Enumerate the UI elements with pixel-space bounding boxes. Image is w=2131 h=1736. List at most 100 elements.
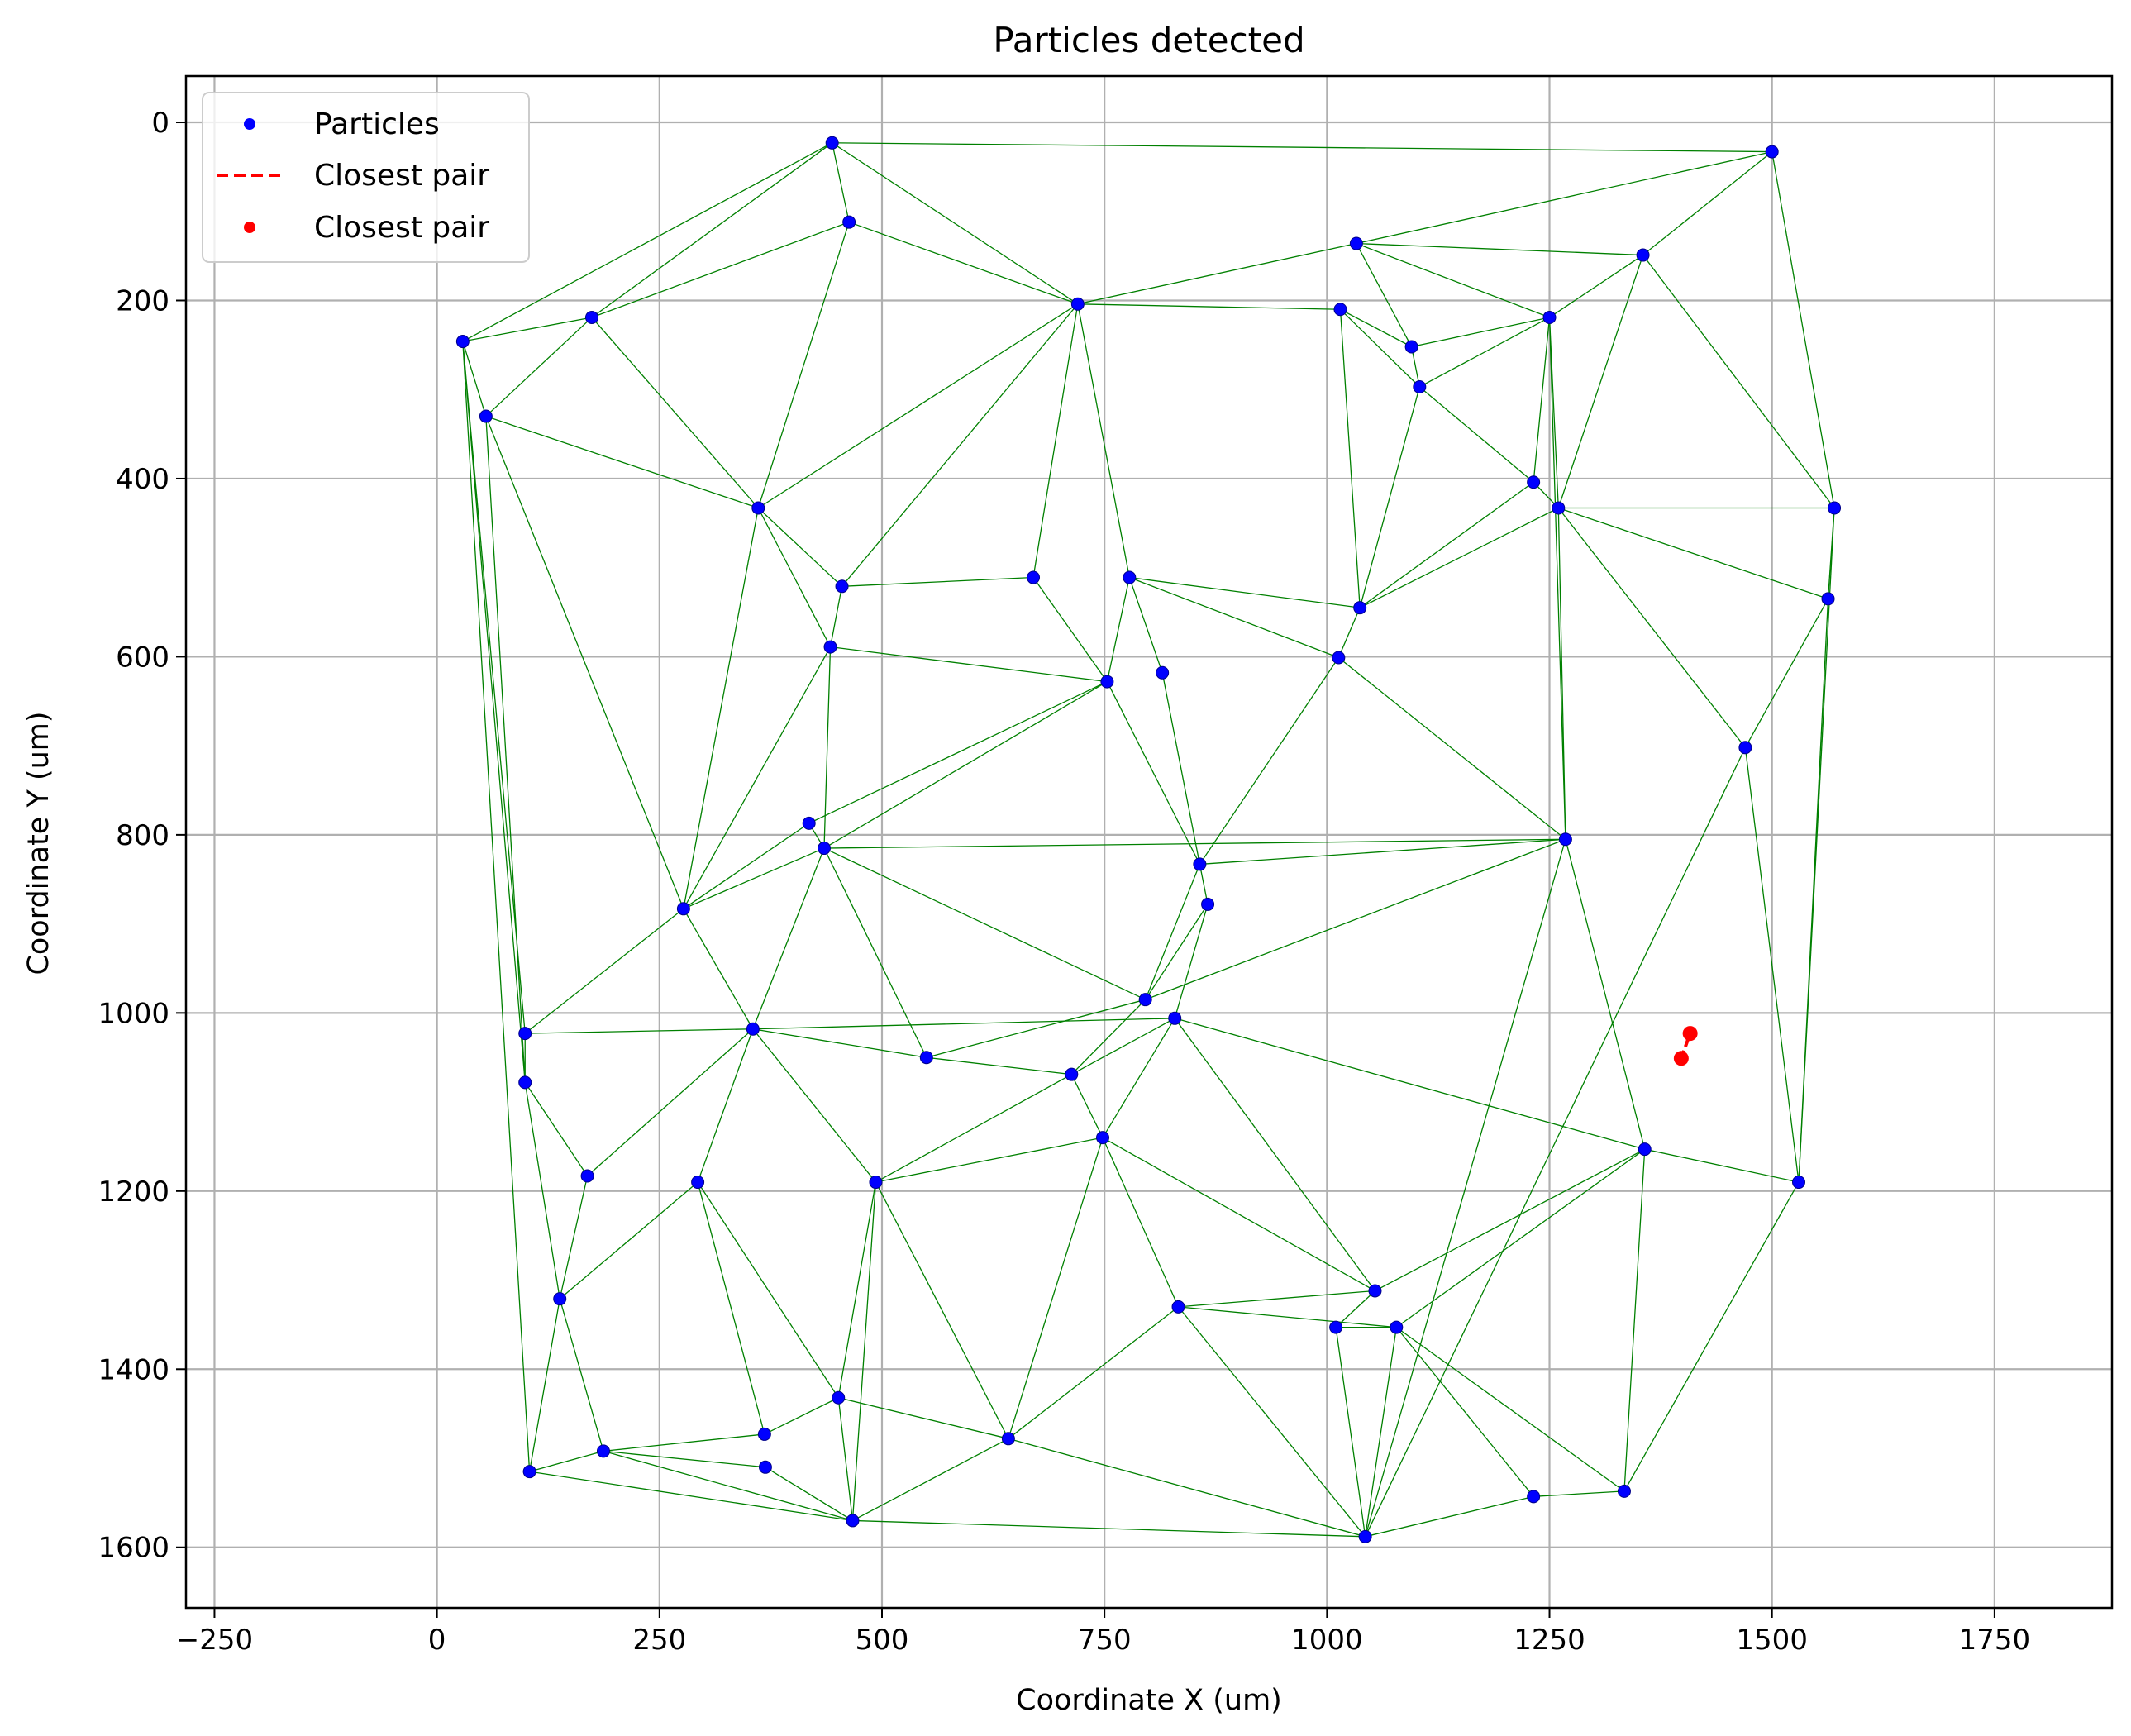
triangulation-edge — [1557, 255, 1644, 508]
legend: Particles Closest pair Closest pair — [202, 92, 530, 263]
triangulation-edge — [485, 415, 759, 509]
triangulation-edge — [875, 1181, 1009, 1439]
particle-point — [1332, 651, 1346, 665]
particle-point — [1333, 303, 1347, 317]
triangulation-edge — [1549, 255, 1643, 318]
triangulation-edge — [841, 576, 1034, 587]
particle-point — [1527, 475, 1541, 489]
triangulation-edge — [591, 142, 833, 318]
triangulation-edge — [1565, 839, 1646, 1150]
triangulation-edge — [462, 341, 487, 417]
triangulation-edge — [752, 1018, 1175, 1030]
triangulation-edge — [683, 908, 754, 1030]
triangulation-edge — [823, 847, 927, 1058]
y-tick-label: 1200 — [98, 1176, 169, 1209]
triangulation-edge — [1340, 308, 1420, 388]
particle-point — [1828, 501, 1842, 515]
triangulation-edge — [1359, 481, 1534, 608]
triangulation-edge — [697, 1028, 754, 1183]
x-tick-label: −250 — [176, 1624, 253, 1657]
triangulation-edge — [1623, 1149, 1646, 1491]
particle-point — [835, 579, 849, 594]
triangulation-edge — [752, 1028, 927, 1058]
triangulation-edge — [1129, 576, 1339, 659]
x-tick-label: 1750 — [1959, 1624, 2031, 1657]
triangulation-edge — [485, 416, 526, 1083]
triangulation-edge — [1339, 309, 1361, 608]
triangulation-edge — [1077, 303, 1341, 310]
triangulation-edge — [697, 1181, 839, 1399]
particle-point — [1821, 592, 1835, 606]
triangulation-edge — [1395, 1327, 1534, 1497]
triangulation-edge — [462, 142, 832, 342]
triangulation-edge — [1364, 1327, 1397, 1537]
triangulation-edge — [529, 1471, 853, 1522]
triangulation-edge — [1199, 657, 1339, 865]
particle-point — [1070, 297, 1085, 311]
particle-point — [1001, 1432, 1015, 1446]
y-tick-label: 200 — [116, 284, 169, 317]
triangulation-edge — [875, 1137, 1104, 1183]
y-tick-label: 600 — [116, 641, 169, 674]
x-axis-label: Coordinate X (um) — [1016, 1684, 1282, 1717]
triangulation-edge — [1032, 577, 1108, 682]
triangulation-edge — [525, 1028, 753, 1034]
closest-pair — [1673, 1026, 1698, 1066]
triangulation-edge — [1178, 1290, 1375, 1308]
y-tick-label: 1400 — [98, 1353, 169, 1386]
triangulation-edge — [1533, 1490, 1625, 1497]
triangulation-edge — [1145, 838, 1566, 1000]
particle-point — [846, 1514, 860, 1528]
particle-point — [1738, 741, 1752, 755]
triangulation-edge — [1644, 1148, 1800, 1183]
triangulation-edge — [697, 1181, 765, 1435]
triangulation-edge — [832, 142, 1079, 305]
particle-point — [832, 1390, 846, 1405]
triangulation-edge — [1145, 864, 1200, 1000]
triangulation-edge — [1070, 999, 1147, 1075]
triangulation-edge — [1395, 1148, 1646, 1328]
particle-point — [584, 310, 598, 324]
triangulation-edge — [559, 1181, 698, 1300]
particle-point — [1096, 1131, 1110, 1145]
particle-point — [1404, 340, 1418, 354]
y-tick-label: 0 — [151, 107, 169, 140]
triangulation-edge — [1642, 151, 1773, 256]
triangulation-edge — [838, 1397, 1009, 1439]
triangulation-edge — [1008, 1438, 1366, 1538]
x-tick-label: 1000 — [1291, 1624, 1363, 1657]
particle-point — [1791, 1176, 1805, 1190]
triangulation-edge — [757, 508, 832, 647]
triangulation-edge — [462, 341, 531, 1472]
triangulation-edge — [1337, 656, 1566, 840]
triangulation-edge — [1375, 1148, 1646, 1292]
triangulation-edge — [1356, 242, 1550, 318]
particle-point — [1168, 1011, 1182, 1025]
particle-point — [1123, 570, 1137, 584]
triangulation-edge — [1199, 864, 1209, 905]
particle-point — [1368, 1284, 1382, 1298]
triangulation-edge — [1548, 317, 1566, 840]
triangulation-edge — [1356, 243, 1413, 347]
x-tick-label: 1250 — [1514, 1624, 1585, 1657]
triangulation-edge — [752, 847, 825, 1029]
triangulation-edge — [591, 222, 850, 318]
triangulation-edge — [1558, 507, 1828, 600]
particle-point — [1765, 145, 1779, 159]
triangulation-edge — [1106, 681, 1200, 865]
triangulation-edge — [1199, 838, 1566, 866]
particle-point — [1027, 570, 1041, 584]
triangulation-edge — [603, 1450, 853, 1522]
axis-ticks: −250 0 250 500 750 1000 1250 1500 1750 0 200 400 600… — [98, 107, 2030, 1657]
particle-point — [1156, 665, 1170, 680]
triangulation-edge — [1145, 904, 1209, 1000]
triangulation-edge — [524, 908, 684, 1034]
triangulation-edge — [1365, 1495, 1534, 1538]
triangulation-edge — [823, 681, 1108, 849]
particle-point — [1100, 675, 1114, 689]
triangulation-edge — [764, 1397, 839, 1435]
particle-point — [823, 640, 837, 654]
triangulation-edge — [559, 1298, 604, 1452]
particle-point — [1065, 1067, 1079, 1081]
